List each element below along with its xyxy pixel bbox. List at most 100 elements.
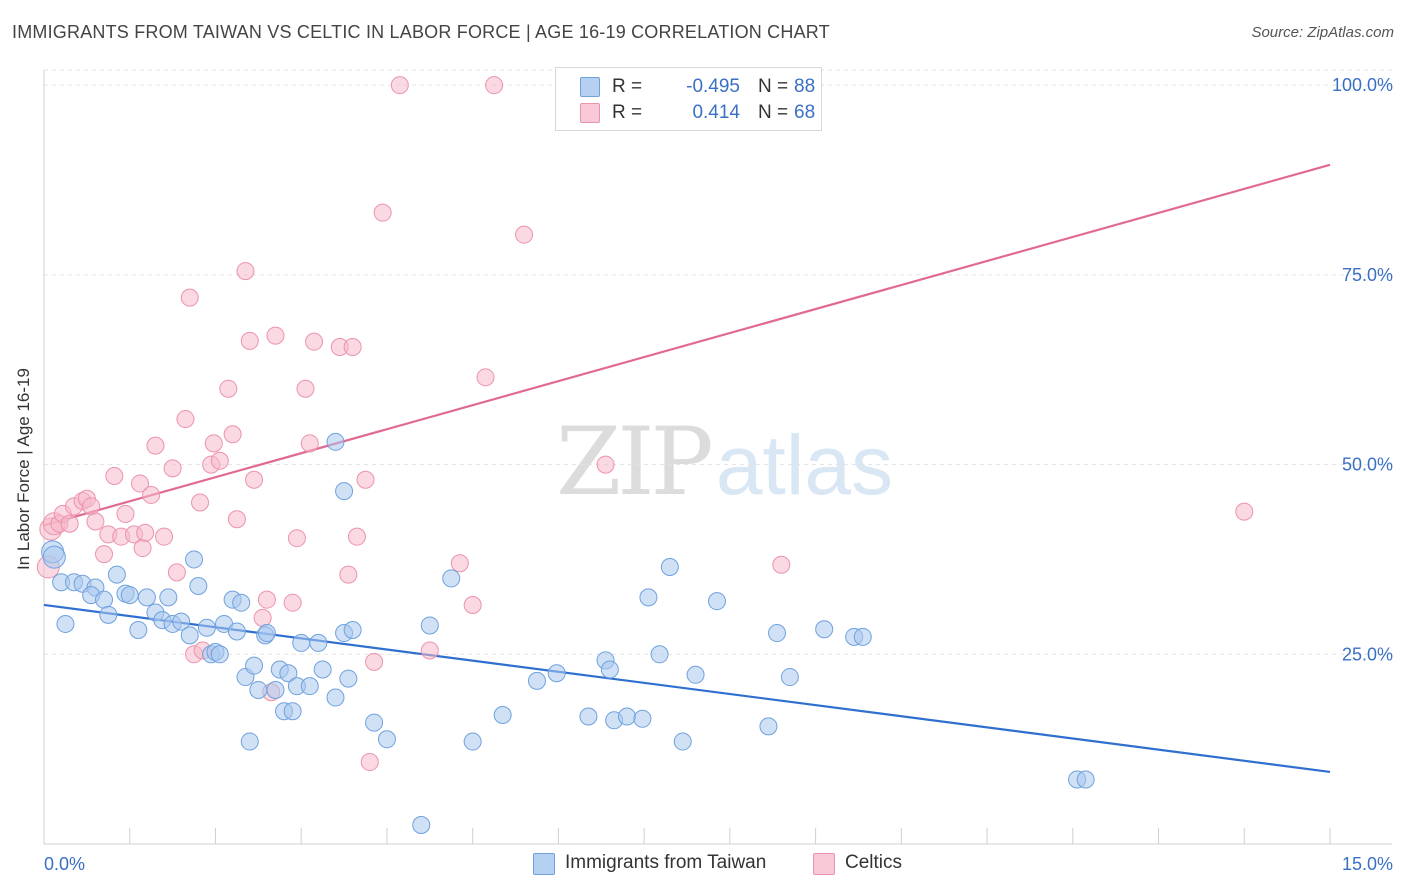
- data-point: [86, 512, 105, 531]
- legend-swatch-celtics: [580, 103, 600, 123]
- tick-labels: 25.0% 50.0% 75.0% 100.0% 0.0% 15.0%: [44, 75, 1393, 874]
- data-point: [172, 612, 191, 631]
- data-point: [313, 660, 332, 679]
- data-point: [600, 660, 619, 679]
- axes: [43, 70, 1392, 845]
- data-point: [283, 702, 302, 721]
- legend-n-label: N =: [758, 102, 789, 123]
- data-point: [326, 688, 345, 707]
- data-point: [223, 425, 242, 444]
- data-point: [463, 732, 482, 751]
- data-point: [197, 618, 216, 637]
- data-point: [227, 510, 246, 529]
- data-point: [673, 732, 692, 751]
- legend-r-value: -0.495: [686, 76, 740, 97]
- data-point: [347, 527, 366, 546]
- data-point: [266, 326, 285, 345]
- data-point: [420, 641, 439, 660]
- legend-swatch-taiwan: [580, 77, 600, 97]
- data-point: [240, 732, 259, 751]
- data-point: [476, 368, 495, 387]
- data-point: [105, 466, 124, 485]
- data-point: [107, 565, 126, 584]
- data-point: [249, 680, 268, 699]
- data-point: [136, 523, 155, 542]
- data-point: [180, 288, 199, 307]
- data-point: [412, 816, 431, 835]
- data-point: [596, 455, 615, 474]
- data-point: [292, 633, 311, 652]
- data-point: [300, 434, 319, 453]
- data-point: [95, 590, 114, 609]
- data-point: [377, 730, 396, 749]
- data-point: [365, 652, 384, 671]
- data-point: [579, 707, 598, 726]
- data-point: [708, 592, 727, 611]
- data-point: [133, 539, 152, 558]
- data-point: [56, 614, 75, 633]
- data-point: [180, 626, 199, 645]
- data-point: [129, 621, 148, 640]
- data-point: [219, 379, 238, 398]
- data-point: [167, 563, 186, 582]
- data-point: [120, 586, 139, 605]
- data-point: [639, 588, 658, 607]
- data-point: [146, 436, 165, 455]
- data-point: [159, 588, 178, 607]
- data-point: [116, 504, 135, 523]
- data-point: [253, 608, 272, 627]
- data-point: [189, 577, 208, 595]
- data-point: [686, 665, 705, 684]
- data-point: [266, 680, 285, 699]
- data-point: [176, 410, 195, 429]
- data-point: [339, 669, 358, 688]
- data-point: [360, 753, 379, 772]
- data-point: [227, 622, 246, 641]
- data-point: [335, 482, 354, 501]
- bottom-legend-label-taiwan: Immigrants from Taiwan: [565, 852, 767, 873]
- data-point: [339, 565, 358, 584]
- bottom-legend-swatch-celtics: [813, 853, 835, 875]
- data-point: [185, 550, 204, 569]
- trend-lines: [43, 163, 1331, 774]
- data-point: [42, 545, 66, 569]
- legend-r-label: R =: [612, 76, 643, 97]
- data-point: [236, 262, 255, 281]
- data-point: [95, 545, 114, 564]
- data-point: [780, 668, 799, 687]
- data-point: [450, 554, 469, 573]
- data-point: [493, 706, 512, 724]
- data-point: [300, 677, 319, 696]
- data-point: [547, 664, 566, 683]
- legend-n-label: N =: [758, 76, 789, 97]
- data-point: [204, 434, 223, 453]
- data-point: [1076, 770, 1095, 789]
- data-point: [485, 76, 504, 95]
- data-point: [305, 332, 324, 351]
- y-tick-label: 25.0%: [1342, 644, 1393, 664]
- y-tick-label: 75.0%: [1342, 265, 1393, 285]
- y-axis-label: In Labor Force | Age 16-19: [14, 368, 33, 570]
- data-point: [210, 645, 229, 664]
- data-point: [326, 432, 345, 451]
- data-point: [155, 527, 174, 546]
- data-point: [142, 485, 161, 504]
- data-point: [660, 558, 679, 577]
- data-point: [815, 620, 834, 639]
- data-point: [373, 203, 392, 222]
- data-point: [210, 451, 229, 470]
- data-points: [36, 76, 1254, 835]
- chart-title: IMMIGRANTS FROM TAIWAN VS CELTIC IN LABO…: [12, 22, 830, 42]
- data-point: [420, 616, 439, 635]
- legend-n-value: 68: [794, 102, 816, 123]
- data-point: [287, 529, 306, 548]
- data-point: [232, 593, 251, 612]
- data-point: [240, 331, 259, 350]
- bottom-legend-swatch-taiwan: [533, 853, 555, 875]
- data-point: [60, 514, 79, 533]
- data-point: [245, 656, 264, 675]
- correlation-legend: R = -0.495 N = 88 R = 0.414 N = 68: [555, 67, 822, 131]
- data-point: [356, 470, 375, 489]
- legend-r-label: R =: [612, 102, 643, 123]
